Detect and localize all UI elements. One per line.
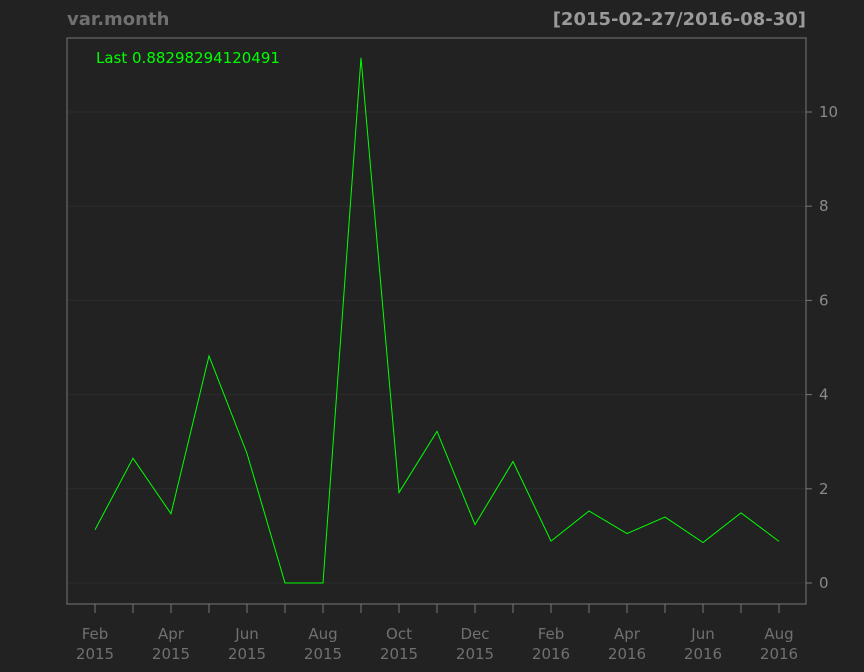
x-tick-label-month: Apr <box>614 625 641 643</box>
date-range-label: [2015-02-27/2016-08-30] <box>553 9 806 30</box>
x-tick-label-year: 2016 <box>760 645 798 663</box>
plot-frame <box>66 37 807 605</box>
x-tick-label-month: Jun <box>234 625 258 643</box>
x-tick-label-month: Aug <box>764 625 793 643</box>
x-tick-label-year: 2015 <box>380 645 418 663</box>
series-layer <box>94 57 780 584</box>
x-tick-label-year: 2015 <box>228 645 266 663</box>
y-axis: 0 2 4 6 8 10 <box>806 103 838 592</box>
x-tick-label-year: 2016 <box>684 645 722 663</box>
x-tick-label-month: Apr <box>158 625 185 643</box>
x-axis: Feb 2015 Apr 2015 Jun 2015 Aug 2015 Oct 2015 Dec 20… <box>76 604 798 663</box>
x-tick-label-month: Oct <box>386 625 412 643</box>
x-tick-label-year: 2015 <box>456 645 494 663</box>
x-tick-label-year: 2015 <box>152 645 190 663</box>
x-tick-label-month: Jun <box>690 625 714 643</box>
series-line <box>94 57 780 584</box>
x-tick-label-month: Feb <box>538 625 565 643</box>
x-tick-label-month: Aug <box>308 625 337 643</box>
x-tick-label-year: 2016 <box>608 645 646 663</box>
y-tick-label-0: 0 <box>819 574 829 592</box>
x-tick-label-year: 2016 <box>532 645 570 663</box>
y-tick-label-4: 4 <box>819 386 829 404</box>
x-tick-label-year: 2015 <box>304 645 342 663</box>
x-tick-label-month: Dec <box>460 625 489 643</box>
chart-title: var.month <box>67 9 169 30</box>
y-tick-label-2: 2 <box>819 480 829 498</box>
y-tick-label-10: 10 <box>819 103 838 121</box>
x-tick-label-month: Feb <box>82 625 109 643</box>
last-value-label: Last 0.88298294120491 <box>96 49 280 67</box>
x-tick-label-year: 2015 <box>76 645 114 663</box>
grid <box>67 111 806 584</box>
y-tick-label-6: 6 <box>819 291 829 309</box>
y-tick-label-8: 8 <box>819 197 829 215</box>
